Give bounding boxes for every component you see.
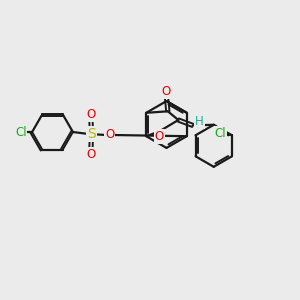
Text: O: O [162, 85, 171, 98]
Text: O: O [105, 128, 114, 142]
Text: O: O [86, 108, 95, 121]
Text: O: O [155, 130, 164, 143]
Text: S: S [87, 128, 96, 141]
Text: Cl: Cl [15, 125, 26, 139]
Text: O: O [86, 148, 95, 161]
Text: H: H [195, 115, 204, 128]
Text: Cl: Cl [215, 127, 226, 140]
